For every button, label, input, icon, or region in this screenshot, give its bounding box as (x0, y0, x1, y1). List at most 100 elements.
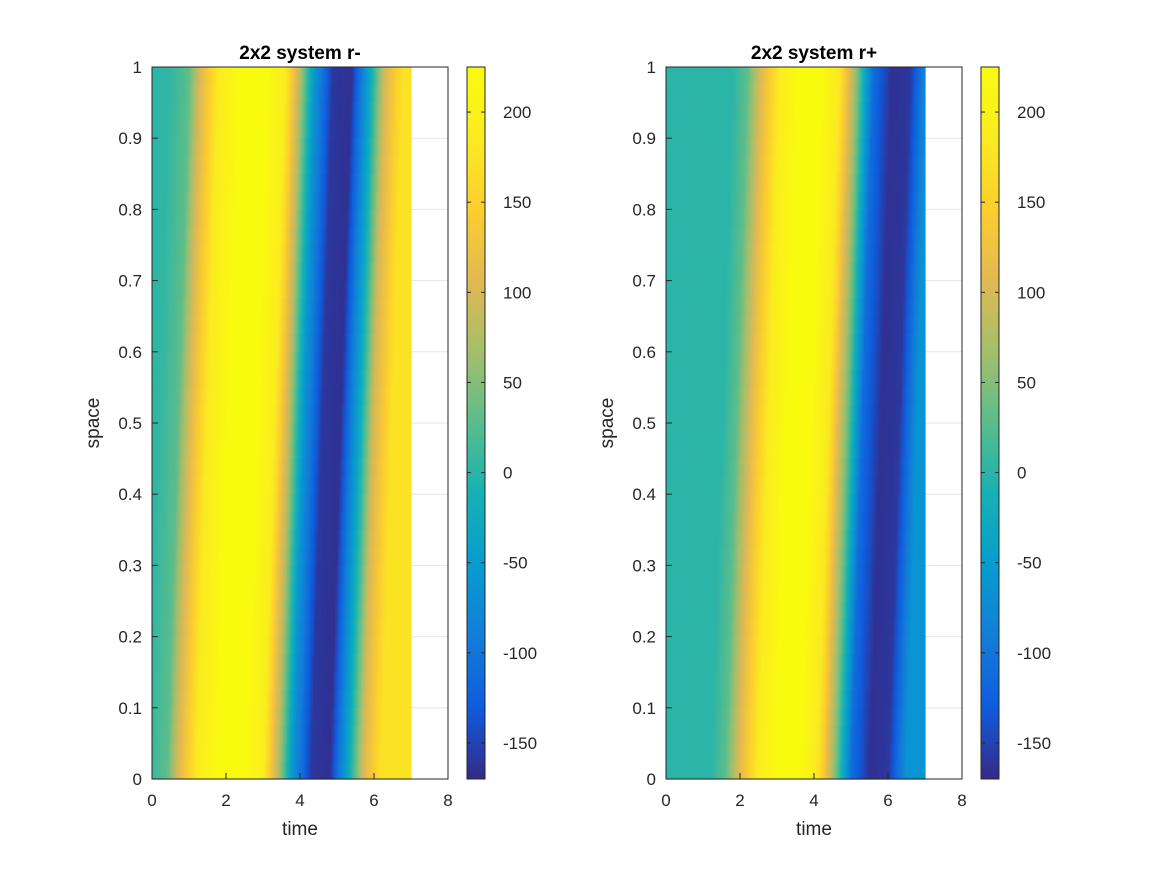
heatmap-cell (331, 156, 334, 175)
heatmap-cell (346, 298, 349, 317)
heatmap-cell (279, 618, 283, 638)
heatmap-cell (349, 636, 353, 655)
heatmap-cell (152, 209, 155, 228)
heatmap-cell (337, 262, 340, 282)
heatmap-cell (253, 280, 257, 299)
heatmap-cell (242, 458, 246, 477)
heatmap-cell (281, 245, 284, 264)
heatmap-cell (327, 547, 331, 566)
heatmap-cell (159, 654, 162, 673)
heatmap-cell (231, 618, 234, 638)
heatmap-cell (368, 654, 371, 673)
heatmap-cell (362, 84, 366, 104)
heatmap-cell (327, 565, 331, 584)
heatmap-cell (257, 423, 260, 442)
heatmap-cell (361, 156, 364, 175)
heatmap-cell (307, 173, 310, 193)
heatmap-cell (275, 227, 279, 246)
heatmap-cell (187, 440, 190, 460)
heatmap-cell (209, 529, 212, 549)
heatmap-cell (192, 529, 196, 549)
heatmap-cell (309, 423, 312, 442)
heatmap-cell (205, 476, 209, 495)
heatmap-cell (237, 387, 240, 406)
heatmap-cell (222, 245, 225, 264)
heatmap-cell (359, 120, 362, 139)
heatmap-cell (301, 156, 305, 175)
heatmap-cell (211, 316, 214, 335)
heatmap-cell (399, 405, 403, 424)
heatmap-cell (396, 316, 399, 335)
heatmap-cell (229, 387, 233, 406)
heatmap-cell (399, 529, 403, 549)
heatmap-cell (207, 245, 210, 264)
heatmap-cell (392, 494, 395, 513)
heatmap-cell (209, 262, 212, 282)
heatmap-cell (364, 387, 368, 406)
heatmap-cell (287, 440, 290, 460)
heatmap-cell (409, 494, 412, 513)
heatmap-cell (194, 405, 197, 424)
heatmap-cell (322, 583, 325, 602)
heatmap-cell (281, 440, 284, 460)
heatmap-cell (152, 529, 155, 549)
heatmap-cell (338, 458, 342, 477)
heatmap-cell (344, 156, 347, 175)
heatmap-cell (263, 120, 266, 139)
heatmap-cell (161, 191, 164, 210)
heatmap-cell (274, 120, 277, 139)
heatmap-cell (231, 209, 234, 228)
heatmap-cell (318, 654, 321, 673)
heatmap-cell (399, 191, 403, 210)
heatmap-cell (292, 120, 296, 139)
heatmap-cell (283, 227, 286, 246)
heatmap-cell (342, 636, 345, 655)
heatmap-cell (214, 280, 218, 299)
heatmap-cell (218, 458, 222, 477)
heatmap-cell (174, 547, 177, 566)
heatmap-cell (161, 138, 164, 157)
heatmap-cell (281, 120, 284, 139)
heatmap-cell (314, 262, 318, 282)
heatmap-cell (285, 209, 288, 228)
heatmap-cell (155, 138, 159, 157)
heatmap-cell (238, 601, 242, 620)
heatmap-cell (374, 494, 377, 513)
heatmap-cell (237, 191, 240, 210)
heatmap-cell (348, 547, 351, 566)
heatmap-cell (274, 476, 277, 495)
heatmap-cell (201, 298, 205, 317)
heatmap-cell (268, 262, 271, 282)
heatmap-cell (292, 227, 296, 246)
heatmap-cell (353, 262, 357, 282)
heatmap-cell (385, 636, 388, 655)
heatmap-cell (288, 138, 292, 157)
heatmap-cell (294, 405, 297, 424)
heatmap-cell (287, 601, 290, 620)
heatmap-cell (185, 440, 188, 460)
heatmap-cell (211, 601, 214, 620)
heatmap-cell (355, 84, 358, 104)
heatmap-cell (329, 138, 333, 157)
heatmap-cell (285, 120, 288, 139)
heatmap-cell (355, 173, 358, 193)
heatmap-cell (322, 351, 325, 371)
heatmap-cell (226, 547, 229, 566)
heatmap-cell (396, 280, 399, 299)
heatmap-cell (238, 227, 242, 246)
heatmap-cell (407, 67, 410, 86)
heatmap-cell (253, 102, 257, 121)
heatmap-cell (366, 423, 370, 442)
heatmap-cell (251, 227, 255, 246)
heatmap-cell (179, 565, 183, 584)
heatmap-cell (353, 405, 357, 424)
heatmap-cell (311, 316, 314, 335)
heatmap-cell (388, 191, 392, 210)
heatmap-cell (263, 636, 266, 655)
heatmap-cell (385, 245, 388, 264)
heatmap-cell (337, 458, 340, 477)
heatmap-cell (311, 405, 314, 424)
heatmap-cell (340, 387, 344, 406)
heatmap-cell (257, 262, 260, 282)
heatmap-cell (312, 84, 316, 104)
